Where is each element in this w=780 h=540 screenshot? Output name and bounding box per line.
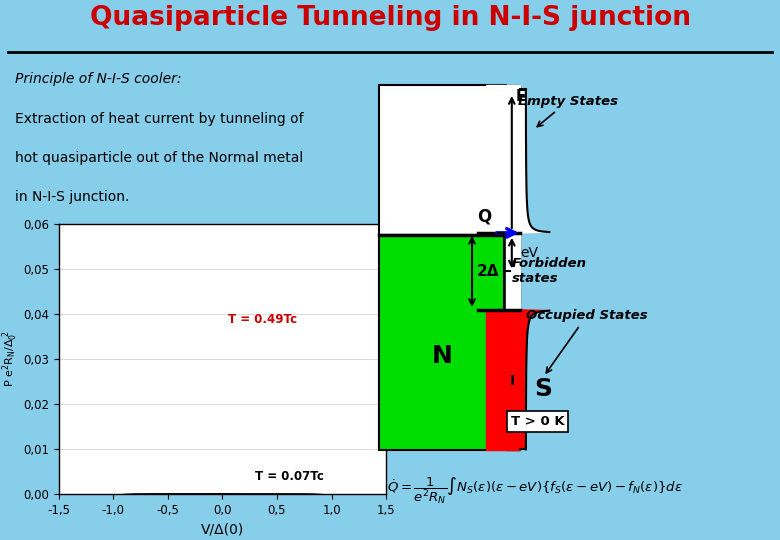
Text: Extraction of heat current by tunneling of: Extraction of heat current by tunneling … <box>15 112 303 126</box>
Y-axis label: $\mathregular{P\ e^2R_N/\Delta_0^{\ 2}}$: $\mathregular{P\ e^2R_N/\Delta_0^{\ 2}}$ <box>1 331 20 387</box>
Text: E: E <box>516 89 526 104</box>
Text: Forbidden
states: Forbidden states <box>512 258 587 285</box>
Text: $\dot{Q} = \dfrac{1}{e^2 R_N} \int N_S(\varepsilon)(\varepsilon - eV)\{f_S(\vare: $\dot{Q} = \dfrac{1}{e^2 R_N} \int N_S(\… <box>387 475 682 506</box>
Text: hot quasiparticle out of the Normal metal: hot quasiparticle out of the Normal meta… <box>15 151 303 165</box>
Bar <box>378 235 505 449</box>
Text: Occupied States: Occupied States <box>526 309 647 373</box>
Text: eV: eV <box>519 246 537 260</box>
Bar <box>378 85 505 235</box>
Text: N: N <box>432 345 452 368</box>
Text: in N-I-S junction.: in N-I-S junction. <box>15 190 129 204</box>
Text: S: S <box>534 377 552 401</box>
Text: Empty States: Empty States <box>518 94 618 127</box>
Polygon shape <box>519 310 549 449</box>
Text: Principle of N-I-S cooler:: Principle of N-I-S cooler: <box>15 72 182 86</box>
X-axis label: V/Δ(0): V/Δ(0) <box>200 522 244 536</box>
Text: T > 0 K: T > 0 K <box>511 415 565 428</box>
Text: T = 0.07Tc: T = 0.07Tc <box>255 470 324 483</box>
Text: T = 0.49Tc: T = 0.49Tc <box>228 313 297 326</box>
Text: Quasiparticle Tunneling in N-I-S junction: Quasiparticle Tunneling in N-I-S junctio… <box>90 5 690 31</box>
Polygon shape <box>519 89 549 233</box>
Text: I: I <box>510 374 516 388</box>
Text: Q: Q <box>477 208 491 226</box>
Text: 2Δ: 2Δ <box>477 264 499 279</box>
Bar <box>505 85 519 449</box>
